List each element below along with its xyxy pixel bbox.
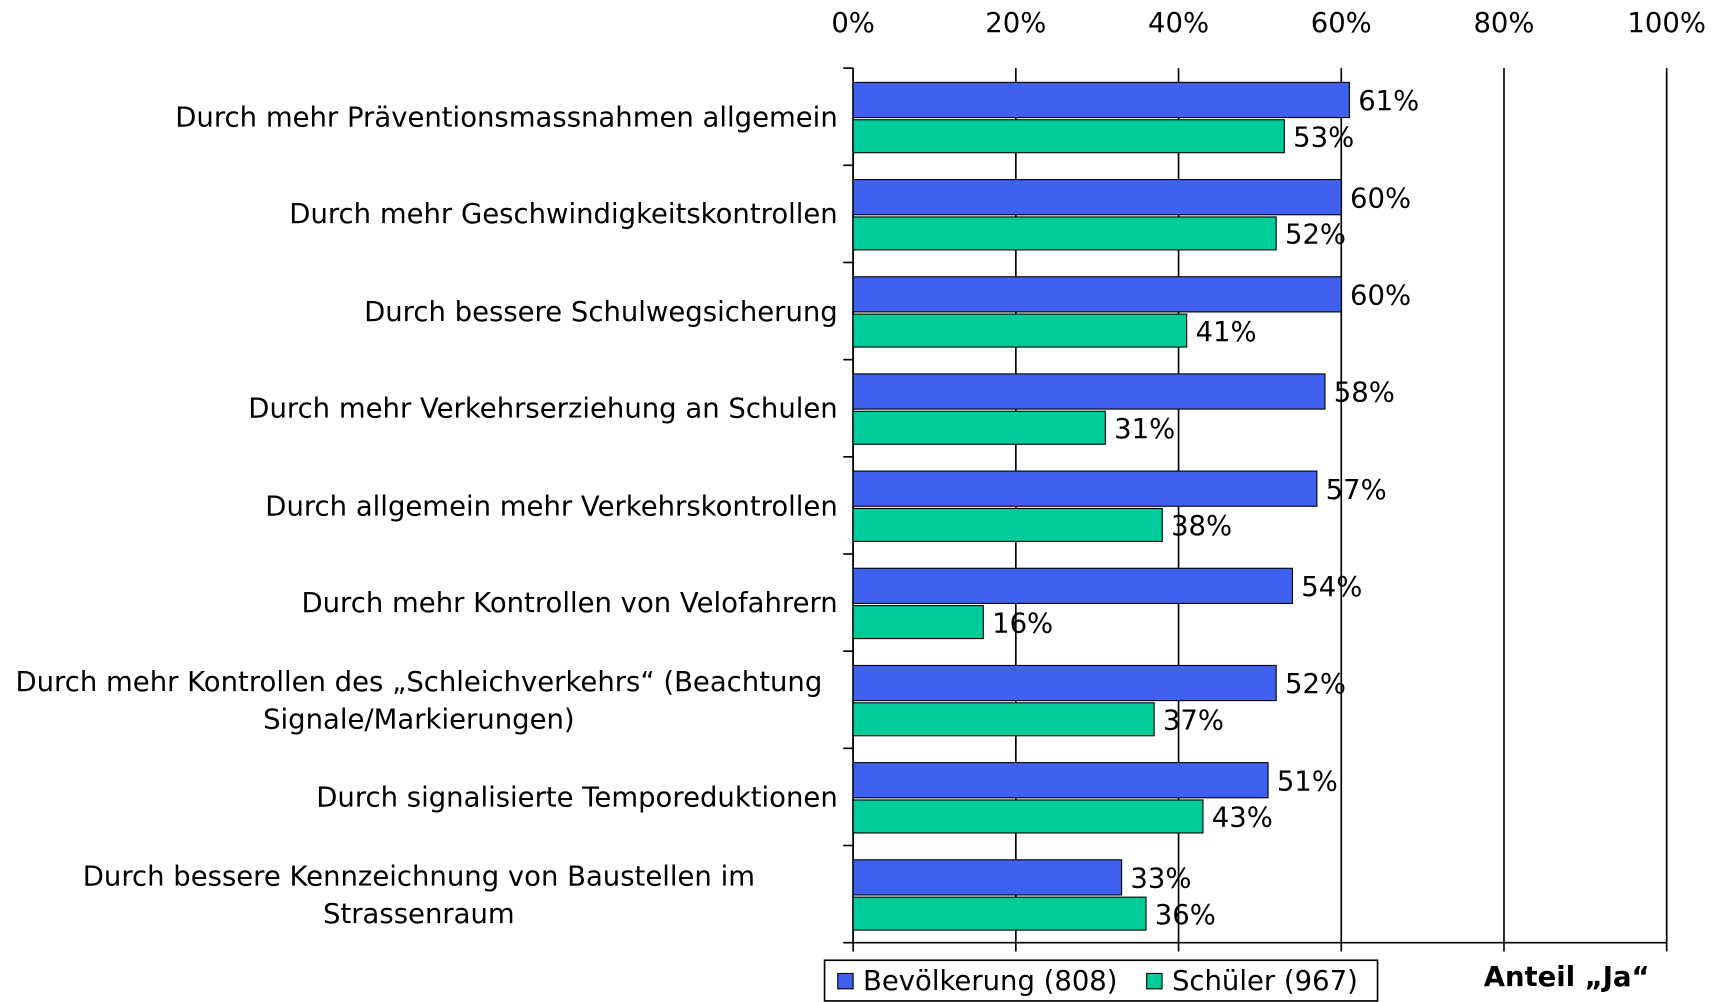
category-label: Durch allgemein mehr Verkehrskontrollen bbox=[0, 488, 838, 525]
x-tick-label: 20% bbox=[985, 8, 1046, 39]
category-label: Durch bessere Schulwegsicherung bbox=[0, 293, 838, 330]
category-text: Durch bessere Kennzeichnung von Baustell… bbox=[82, 859, 755, 930]
category-label: Durch mehr Kontrollen von Velofahrern bbox=[0, 585, 838, 622]
bar bbox=[852, 179, 1342, 216]
bar bbox=[852, 119, 1285, 154]
bar bbox=[852, 859, 1123, 896]
value-label: 38% bbox=[1171, 511, 1232, 542]
value-label: 36% bbox=[1155, 900, 1216, 931]
value-label: 52% bbox=[1285, 220, 1346, 251]
category-text: Durch mehr Kontrollen des „Schleichverke… bbox=[15, 665, 823, 735]
category-text: Durch mehr Präventionsmassnahmen allgeme… bbox=[175, 101, 838, 133]
bar bbox=[852, 762, 1269, 799]
category-label: Durch bessere Kennzeichnung von Baustell… bbox=[0, 858, 838, 933]
bar bbox=[852, 276, 1342, 313]
value-label: 16% bbox=[992, 608, 1053, 639]
value-label: 58% bbox=[1334, 378, 1395, 409]
category-label: Durch mehr Verkehrserziehung an Schulen bbox=[0, 390, 838, 427]
value-label: 54% bbox=[1301, 572, 1362, 603]
bar bbox=[852, 799, 1204, 834]
legend-box bbox=[823, 959, 1379, 1002]
bar bbox=[852, 664, 1277, 702]
bar bbox=[852, 470, 1318, 507]
legend-swatch bbox=[837, 972, 854, 990]
x-tick-label: 80% bbox=[1473, 8, 1534, 39]
x-tick-label: 60% bbox=[1311, 8, 1372, 39]
value-label: 41% bbox=[1195, 317, 1256, 348]
value-label: 37% bbox=[1163, 705, 1224, 736]
legend-label: Bevölkerung (808) bbox=[863, 966, 1118, 997]
value-label: 60% bbox=[1350, 183, 1411, 214]
bar bbox=[852, 702, 1155, 737]
legend-label: Schüler (967) bbox=[1172, 966, 1358, 997]
category-text: Durch signalisierte Temporeduktionen bbox=[316, 781, 838, 814]
bar bbox=[852, 567, 1294, 604]
legend-swatch bbox=[1146, 972, 1163, 990]
bar bbox=[852, 81, 1350, 119]
value-label: 57% bbox=[1326, 475, 1387, 506]
bar bbox=[852, 216, 1277, 251]
value-label: 52% bbox=[1285, 669, 1346, 700]
x-tick-label: 0% bbox=[831, 8, 875, 39]
value-label: 60% bbox=[1350, 281, 1411, 312]
category-text: Durch mehr Geschwindigkeitskontrollen bbox=[289, 198, 838, 231]
category-text: Durch bessere Schulwegsicherung bbox=[364, 295, 838, 328]
x-tick-label: 40% bbox=[1148, 8, 1209, 39]
bar bbox=[852, 313, 1188, 348]
category-label: Durch mehr Kontrollen des „Schleichverke… bbox=[0, 663, 838, 738]
category-label: Durch mehr Geschwindigkeitskontrollen bbox=[0, 196, 838, 233]
category-text: Durch allgemein mehr Verkehrskontrollen bbox=[265, 489, 838, 522]
bar bbox=[852, 507, 1163, 542]
bar bbox=[852, 410, 1106, 445]
bar bbox=[852, 605, 984, 640]
value-label: 61% bbox=[1358, 86, 1419, 117]
value-label: 33% bbox=[1130, 864, 1191, 895]
bar bbox=[852, 373, 1326, 410]
value-label: 43% bbox=[1212, 803, 1273, 834]
value-label: 31% bbox=[1114, 414, 1175, 445]
category-text: Durch mehr Verkehrserziehung an Schulen bbox=[248, 392, 838, 425]
category-label: Durch mehr Präventionsmassnahmen allgeme… bbox=[0, 99, 838, 136]
category-label: Durch signalisierte Temporeduktionen bbox=[0, 779, 838, 816]
value-label: 53% bbox=[1293, 122, 1354, 153]
x-tick-label: 100% bbox=[1627, 8, 1706, 39]
category-text: Durch mehr Kontrollen von Velofahrern bbox=[301, 586, 838, 619]
value-label: 51% bbox=[1277, 766, 1338, 797]
bar bbox=[852, 896, 1147, 931]
x-axis-label: Anteil „Ja“ bbox=[1484, 962, 1650, 993]
